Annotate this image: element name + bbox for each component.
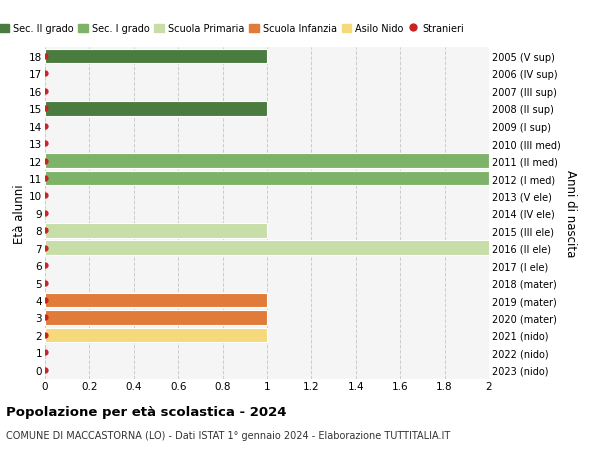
- Bar: [45, 171, 489, 186]
- Legend: Sec. II grado, Sec. I grado, Scuola Primaria, Scuola Infanzia, Asilo Nido, Stran: Sec. II grado, Sec. I grado, Scuola Prim…: [0, 20, 468, 38]
- Bar: [45, 154, 489, 168]
- Bar: [45, 310, 267, 325]
- Y-axis label: Età alunni: Età alunni: [13, 184, 26, 243]
- Bar: [45, 328, 267, 342]
- Bar: [45, 224, 267, 238]
- Text: COMUNE DI MACCASTORNA (LO) - Dati ISTAT 1° gennaio 2024 - Elaborazione TUTTITALI: COMUNE DI MACCASTORNA (LO) - Dati ISTAT …: [6, 431, 450, 440]
- Y-axis label: Anni di nascita: Anni di nascita: [564, 170, 577, 257]
- Bar: [45, 50, 267, 64]
- Text: Popolazione per età scolastica - 2024: Popolazione per età scolastica - 2024: [6, 405, 287, 419]
- Bar: [45, 102, 267, 117]
- Bar: [45, 293, 267, 308]
- Bar: [45, 241, 489, 256]
